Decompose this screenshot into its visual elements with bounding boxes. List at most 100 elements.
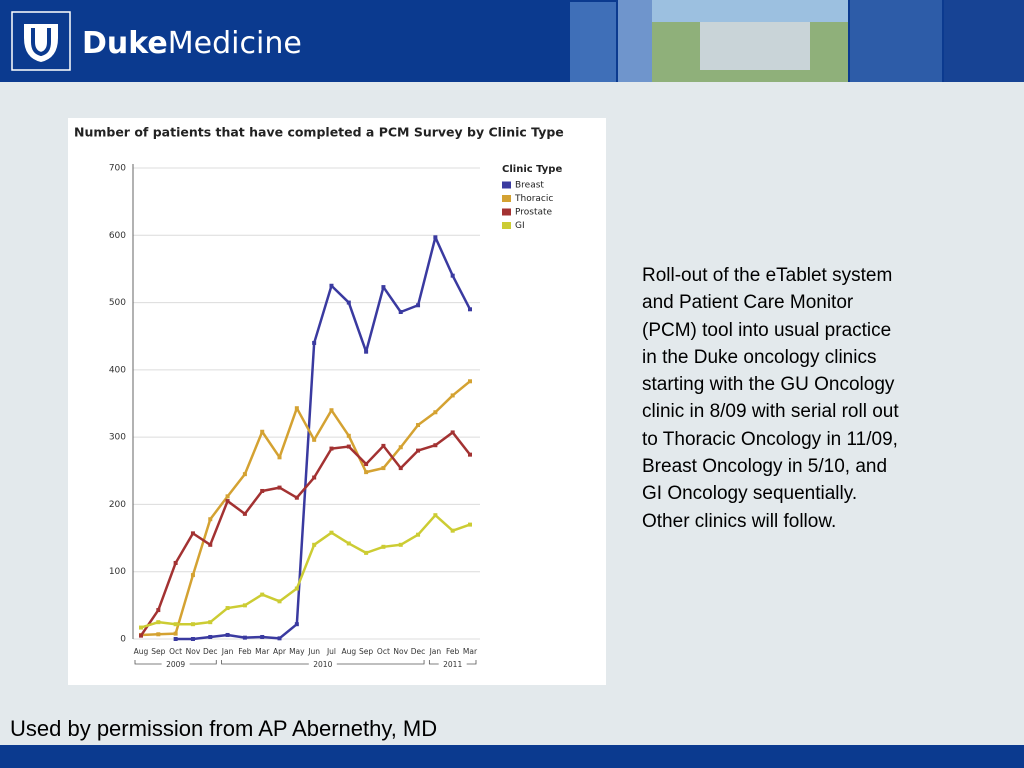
y-tick-label: 100 — [109, 567, 126, 577]
x-tick-label: Aug — [134, 647, 149, 656]
deco-block — [944, 0, 1024, 82]
legend-swatch — [502, 181, 511, 189]
data-point — [173, 637, 178, 641]
data-point — [329, 530, 334, 535]
data-point — [346, 444, 351, 449]
data-point — [381, 285, 386, 290]
x-tick-label: May — [289, 647, 305, 656]
legend-label: Thoracic — [514, 194, 553, 204]
x-tick-label: Dec — [203, 647, 218, 656]
data-point — [312, 340, 317, 345]
x-tick-label: Nov — [186, 647, 201, 656]
year-label: 2009 — [166, 660, 185, 669]
data-point — [381, 544, 386, 549]
data-point — [433, 443, 438, 448]
deco-block — [570, 2, 616, 82]
data-point — [208, 517, 213, 522]
data-point — [190, 637, 195, 641]
data-point — [364, 470, 369, 475]
description-line: and Patient Care Monitor — [642, 292, 854, 314]
x-tick-label: Feb — [446, 647, 460, 656]
description-line: Breast Oncology in 5/10, and — [642, 456, 888, 478]
photo-sky — [652, 0, 848, 22]
x-tick-label: Oct — [377, 647, 390, 656]
data-point — [225, 494, 230, 499]
data-point — [364, 550, 369, 555]
data-point — [139, 633, 143, 638]
x-tick-label: Jan — [221, 647, 234, 656]
description-line: GI Oncology sequentially. — [642, 483, 858, 505]
data-point — [468, 522, 472, 527]
header: DukeMedicine — [0, 0, 1024, 82]
description-line: in the Duke oncology clinics — [642, 346, 877, 368]
chart-title: Number of patients that have completed a… — [74, 125, 564, 140]
y-tick-label: 200 — [109, 500, 126, 510]
data-point — [294, 622, 299, 627]
data-point — [450, 430, 455, 435]
data-point — [364, 462, 369, 467]
legend-label: Prostate — [515, 208, 553, 218]
x-tick-label: Oct — [169, 647, 182, 656]
data-point — [312, 542, 317, 547]
data-point — [260, 634, 265, 639]
logo-text: DukeMedicine — [82, 26, 302, 61]
description: Roll-out of the eTablet system and Patien… — [642, 262, 899, 535]
data-point — [156, 620, 161, 625]
data-point — [346, 541, 351, 546]
data-point — [433, 513, 438, 518]
data-point — [225, 632, 230, 637]
y-tick-label: 400 — [109, 365, 126, 375]
year-bracket — [221, 660, 425, 665]
data-point — [208, 542, 213, 547]
data-point — [260, 429, 265, 434]
data-point — [416, 448, 421, 453]
legend-swatch — [502, 195, 511, 202]
description-line: Roll-out of the eTablet system — [642, 265, 893, 286]
bottom-bar — [0, 745, 1024, 768]
data-point — [225, 606, 230, 611]
data-point — [294, 495, 299, 500]
data-point — [294, 586, 299, 591]
data-point — [277, 485, 282, 490]
data-point — [346, 433, 351, 438]
legend-swatch — [502, 208, 511, 216]
data-point — [398, 542, 403, 547]
data-point — [329, 408, 334, 413]
legend-label: Breast — [515, 181, 544, 191]
data-point — [312, 475, 317, 480]
logo-shield — [24, 24, 58, 62]
year-bracket — [134, 660, 217, 665]
data-point — [208, 620, 213, 625]
data-point — [381, 466, 386, 471]
data-point — [260, 488, 265, 493]
data-point — [364, 349, 369, 354]
data-point — [346, 300, 351, 305]
x-tick-label: Mar — [255, 647, 270, 656]
data-point — [277, 455, 282, 460]
description-line: starting with the GU Oncology — [642, 374, 895, 396]
deco-block — [618, 0, 652, 82]
data-point — [433, 235, 438, 240]
series-line — [139, 431, 471, 637]
footer: Used by permission from AP Abernethy, MD — [10, 716, 438, 741]
data-point — [173, 560, 178, 565]
data-point — [208, 634, 213, 639]
x-tick-label: Jun — [307, 647, 320, 656]
legend-title: Clinic Type — [502, 164, 562, 175]
data-point — [381, 443, 386, 448]
data-point — [242, 511, 247, 516]
data-point — [416, 532, 421, 537]
data-point — [416, 303, 421, 308]
data-point — [294, 406, 299, 411]
logo-frame — [11, 11, 71, 71]
description-line: Other clinics will follow. — [642, 510, 837, 532]
y-tick-label: 700 — [109, 164, 126, 174]
year-bracket — [428, 660, 477, 665]
data-point — [468, 379, 472, 384]
description-line: to Thoracic Oncology in 11/09, — [642, 428, 898, 450]
data-point — [277, 599, 282, 604]
data-point — [156, 632, 161, 637]
y-tick-label: 500 — [109, 298, 126, 308]
data-point — [450, 528, 455, 533]
